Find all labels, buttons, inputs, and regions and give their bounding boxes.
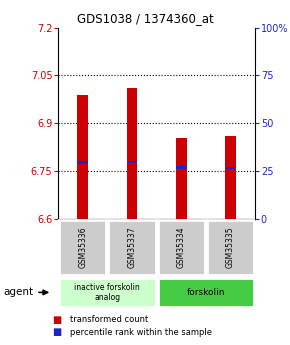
Bar xyxy=(126,160,137,164)
Bar xyxy=(225,167,236,169)
Text: percentile rank within the sample: percentile rank within the sample xyxy=(70,328,212,337)
Bar xyxy=(225,136,236,219)
Text: GSM35334: GSM35334 xyxy=(177,227,186,268)
Bar xyxy=(59,278,156,307)
Bar xyxy=(157,278,254,307)
Bar xyxy=(126,88,137,219)
Text: GSM35336: GSM35336 xyxy=(78,227,87,268)
Bar xyxy=(77,161,88,164)
Text: GDS1038 / 1374360_at: GDS1038 / 1374360_at xyxy=(77,12,213,25)
Text: GSM35335: GSM35335 xyxy=(226,227,235,268)
Text: inactive forskolin
analog: inactive forskolin analog xyxy=(75,283,140,302)
Bar xyxy=(176,166,187,169)
Bar xyxy=(207,220,254,275)
Bar xyxy=(108,220,156,275)
Text: agent: agent xyxy=(3,287,33,297)
Bar xyxy=(176,138,187,219)
Text: ■: ■ xyxy=(52,327,61,337)
Text: transformed count: transformed count xyxy=(70,315,148,324)
Bar xyxy=(77,95,88,219)
Text: forskolin: forskolin xyxy=(187,288,225,297)
Text: ■: ■ xyxy=(52,315,61,325)
Text: GSM35337: GSM35337 xyxy=(127,227,137,268)
Bar xyxy=(157,220,205,275)
Bar xyxy=(59,220,106,275)
